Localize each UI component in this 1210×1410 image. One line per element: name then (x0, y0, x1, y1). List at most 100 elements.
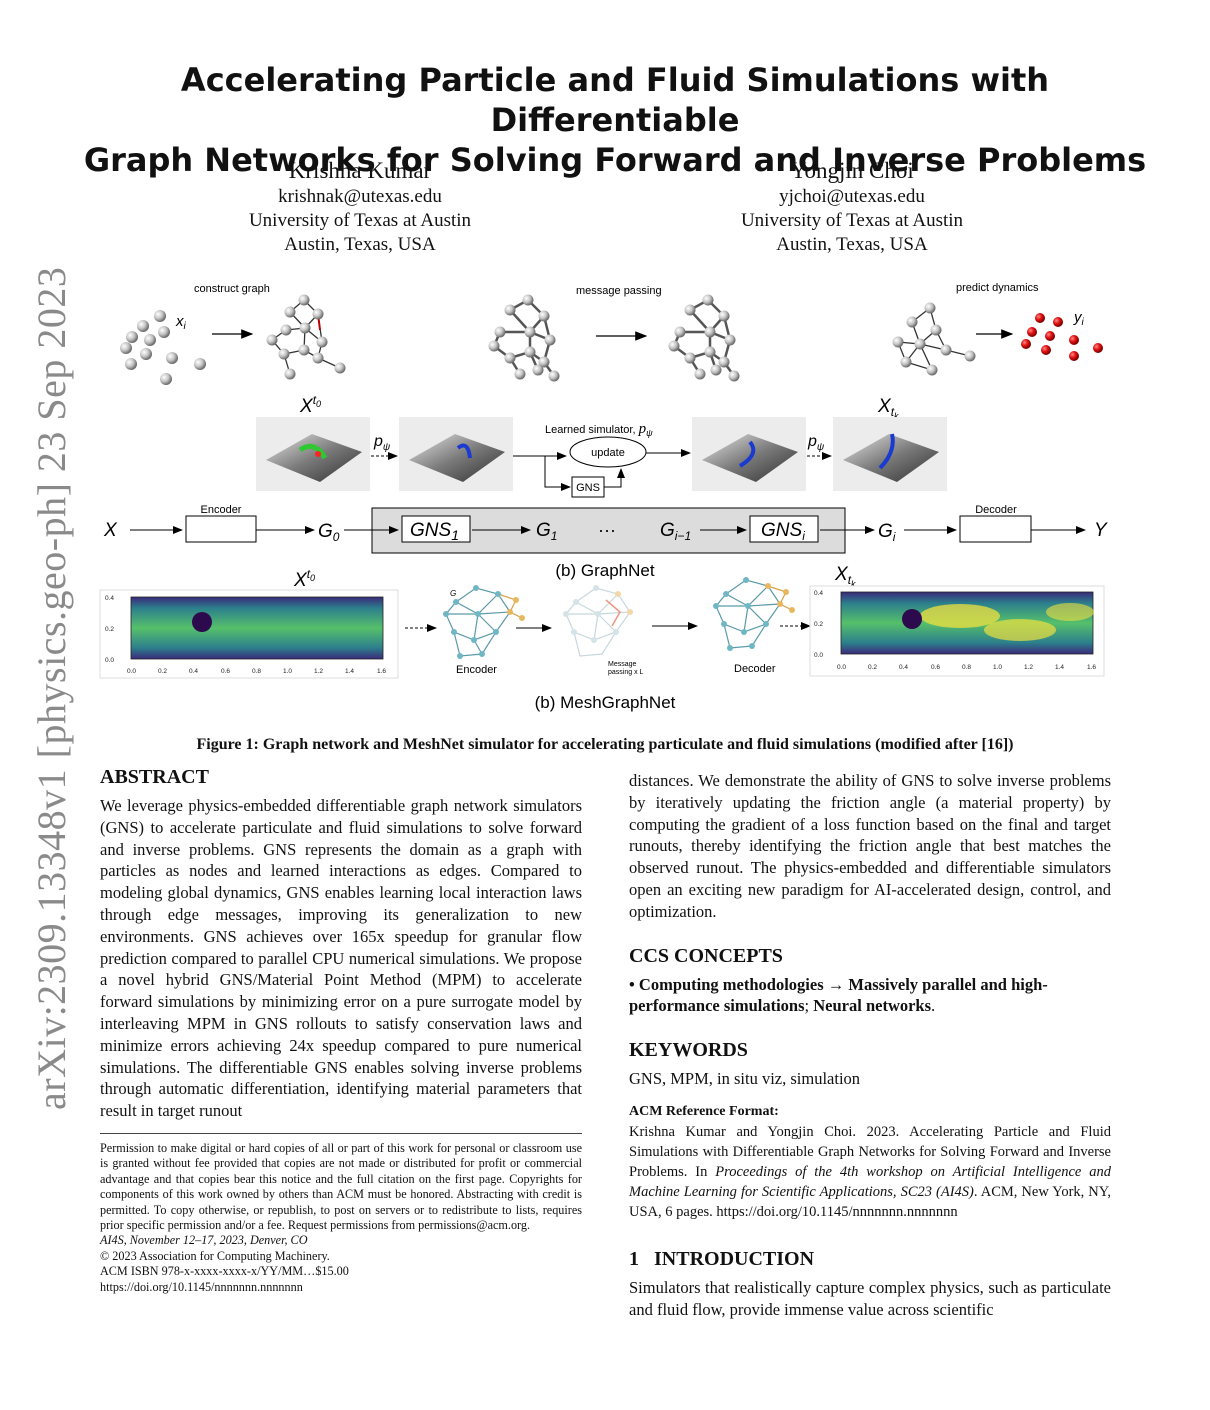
copyright-line: © 2023 Association for Computing Machine… (100, 1248, 330, 1263)
label-gi: Gi (878, 521, 896, 544)
decoder-box (959, 515, 1032, 543)
permission-notice: Permission to make digital or hard copie… (100, 1141, 582, 1233)
xtick-left: 0.2 (158, 668, 167, 675)
decoder-title: Decoder (975, 504, 1017, 516)
mesh-encoder-label: Encoder (456, 664, 497, 676)
terrain-plot-4 (833, 417, 947, 491)
title-line-1: Accelerating Particle and Fluid Simulati… (180, 61, 1050, 139)
xtick-left: 0.8 (252, 668, 261, 675)
author-location: Austin, Texas, USA (284, 234, 436, 255)
author-name: Yongjin Choi (790, 158, 914, 183)
label-gnsi: GNSi (761, 520, 805, 543)
particle-cloud-1 (120, 310, 206, 385)
ccs-concepts: • Computing methodologies → Massively pa… (629, 974, 1048, 1016)
left-column: ABSTRACT We leverage physics-embedded di… (100, 766, 582, 1122)
right-column: distances. We demonstrate the ability of… (629, 770, 1111, 1321)
keywords-heading: KEYWORDS (629, 1039, 748, 1062)
label-yi: yi (1073, 309, 1085, 328)
author-email: krishnak@utexas.edu (278, 186, 442, 207)
label-p-psi-2: pψ (807, 433, 825, 453)
label-learned-simulator: Learned simulator, pψ (545, 421, 653, 438)
encoder-title: Encoder (201, 504, 242, 516)
abstract-text: We leverage physics-embedded differentia… (100, 796, 582, 1121)
label-g0: G0 (318, 521, 340, 544)
update-node (569, 436, 647, 468)
label-predict-dynamics: predict dynamics (956, 282, 1039, 294)
xtick-left: 0.6 (221, 668, 230, 675)
author-email: yjchoi@utexas.edu (779, 186, 925, 207)
xtick-right: 0.4 (899, 664, 908, 671)
ytick-left: 0.0 (105, 657, 114, 664)
label-meshgraphnet: (b) MeshGraphNet (535, 693, 676, 712)
author-block-2: Yongjin Choi yjchoi@utexas.edu Universit… (682, 157, 1022, 257)
xtick-left: 0.4 (189, 668, 198, 675)
graph-1 (271, 299, 341, 375)
label-g1: G1 (536, 520, 557, 543)
mesh-message-label: Message (608, 661, 637, 668)
keywords-text: GNS, MPM, in situ viz, simulation (629, 1069, 861, 1089)
label-x-t0-top: Xt0 (299, 393, 321, 417)
xtick-left: 0.0 (127, 668, 136, 675)
figure-caption: Figure 1: Graph network and MeshNet simu… (196, 736, 1014, 753)
label-message-passing: message passing (576, 285, 662, 297)
xtick-left: 1.4 (345, 668, 354, 675)
author-affiliation: University of Texas at Austin (740, 210, 964, 231)
graph-2-nodes (488, 294, 560, 382)
intro-text: Simulators that realistically capture co… (629, 1277, 1111, 1319)
label-x-t0-bottom: Xt0 (293, 567, 315, 591)
terrain-plot-2 (399, 417, 513, 491)
xtick-right: 0.6 (931, 664, 940, 671)
flow-field-final: 0.4 0.2 0.0 0.0 0.2 0.4 0.6 0.8 1.0 1.2 … (809, 585, 1105, 677)
figure-1: construct graph message passing predict … (99, 282, 1108, 712)
mesh-message-label-2: passing x L (608, 669, 644, 676)
xtick-left: 1.2 (314, 668, 323, 675)
graph-4-nodes (892, 302, 976, 376)
terrain-plot-3 (692, 417, 806, 491)
label-ellipsis: ··· (598, 520, 616, 540)
venue-line: AI4S, November 12–17, 2023, Denver, CO (100, 1233, 308, 1248)
paper-title: Accelerating Particle and Fluid Simulati… (60, 60, 1170, 180)
abstract-heading: ABSTRACT (100, 766, 209, 788)
intro-heading: 1 INTRODUCTION (629, 1247, 815, 1270)
author-name: Krishna Kumar (288, 158, 432, 183)
label-graphnet: (b) GraphNet (555, 561, 654, 580)
update-label: update (591, 447, 625, 459)
label-gim1: Gi−1 (660, 520, 691, 543)
xtick-right: 1.0 (993, 664, 1002, 671)
terrain-plot-1 (256, 417, 370, 491)
mesh-decoder-graph: Decoder (713, 577, 795, 675)
ytick-left: 0.2 (105, 626, 114, 633)
ytick-left: 0.4 (105, 595, 114, 602)
ytick-right: 0.2 (814, 621, 823, 628)
gns-small-label: GNS (576, 482, 600, 494)
mesh-encoder-graph: G Encoder (443, 585, 525, 676)
xtick-right: 0.0 (837, 664, 846, 671)
isbn-line: ACM ISBN 978-x-xxxx-xxxx-x/YY/MM…$15.00 (100, 1264, 349, 1279)
author-location: Austin, Texas, USA (776, 234, 928, 255)
acm-ref-text: Krishna Kumar and Yongjin Choi. 2023. Ac… (629, 1123, 1112, 1220)
flow-field-initial: 0.4 0.2 0.0 0.0 0.2 0.4 0.6 0.8 1.0 1.2 … (99, 589, 399, 679)
gnsi-box (749, 515, 819, 543)
encoder-box (185, 515, 257, 543)
label-y-output: Y (1094, 520, 1108, 541)
label-p-psi-1: pψ (373, 433, 391, 453)
label-x-tk-top: Xtk (877, 396, 899, 421)
author-affiliation: University of Texas at Austin (248, 210, 472, 231)
acm-ref-heading: ACM Reference Format: (629, 1103, 779, 1119)
xtick-right: 0.8 (962, 664, 971, 671)
ccs-heading: CCS CONCEPTS (629, 944, 783, 967)
predicted-particles (1021, 313, 1103, 361)
xtick-right: 1.2 (1024, 664, 1033, 671)
mesh-decoder-label: Decoder (734, 663, 776, 675)
xtick-right: 1.4 (1055, 664, 1064, 671)
label-gns1: GNS1 (410, 520, 459, 543)
mesh-message-graph (563, 585, 633, 657)
label-x-input: X (103, 520, 118, 541)
xtick-left: 1.6 (377, 668, 386, 675)
ytick-right: 0.4 (814, 590, 823, 597)
title-line-2: Graph Networks for Solving Forward and I… (83, 141, 1147, 179)
abstract-continued: distances. We demonstrate the ability of… (629, 771, 1111, 921)
footnote-block: Permission to make digital or hard copie… (100, 1133, 582, 1295)
mesh-g-label: G (450, 589, 456, 598)
label-x-tk-bottom: Xtk (834, 564, 856, 589)
